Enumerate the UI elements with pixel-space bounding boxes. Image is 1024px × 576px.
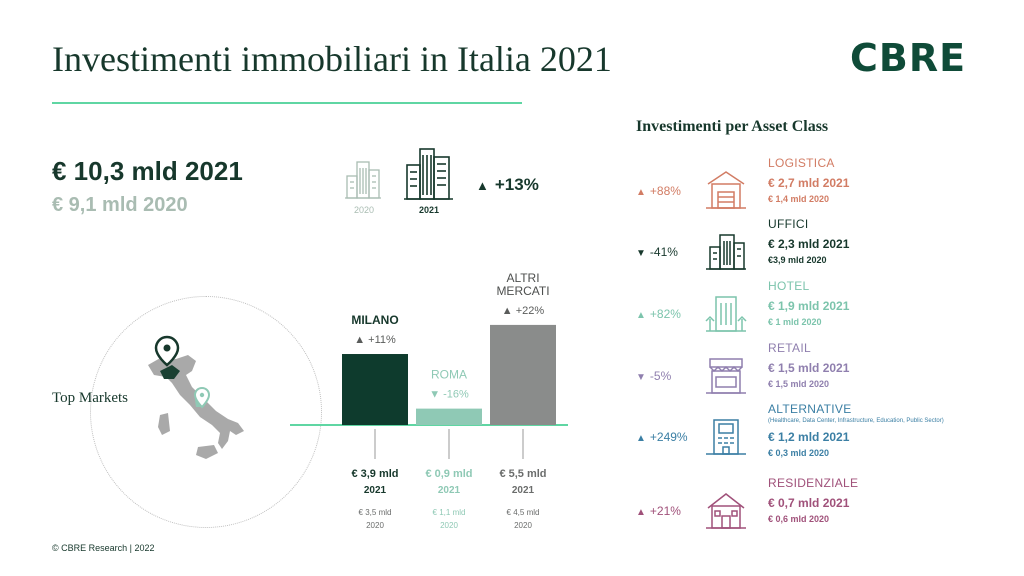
change-triangle-icon: ▼ — [636, 248, 646, 259]
asset-value-2021: € 1,9 mld 2021 — [768, 299, 850, 313]
bar-year-2020: 2020 — [514, 521, 532, 530]
asset-row-residenziale: ▲ +21% RESIDENZIALE € 0,7 mld 2021 € 0,6 … — [636, 476, 1016, 538]
asset-change: ▲ +88% — [636, 184, 681, 198]
asset-value-2021: € 1,5 mld 2021 — [768, 361, 850, 375]
asset-change: ▲ +82% — [636, 307, 681, 321]
asset-value-2020: €3,9 mld 2020 — [768, 255, 827, 265]
asset-name: RESIDENZIALE — [768, 476, 859, 490]
bar-change-label: ▼ -16% — [429, 389, 469, 401]
bar-value-2021: € 0,9 mld — [425, 468, 472, 480]
asset-name: UFFICI — [768, 217, 809, 231]
growth-value: +13% — [494, 175, 539, 194]
data-center-icon — [706, 419, 746, 455]
change-triangle-icon: ▲ — [636, 187, 646, 198]
change-triangle-icon: ▲ — [636, 507, 646, 518]
bar-category-label: ALTRI — [506, 271, 539, 285]
bar-change-label: ▲ +11% — [354, 334, 396, 346]
bar-year-2020: 2020 — [366, 521, 384, 530]
asset-change: ▼ -5% — [636, 369, 672, 383]
brand-logo: CBRE — [850, 36, 967, 80]
asset-name: HOTEL — [768, 279, 810, 293]
bar-year-2020: 2020 — [440, 521, 458, 530]
sardinia-shape — [158, 413, 170, 435]
sicily-shape — [196, 445, 218, 459]
buildings-2021-icon — [404, 148, 453, 200]
asset-value-2020: € 1 mld 2020 — [768, 317, 822, 327]
bar-roma — [416, 408, 482, 425]
office-building-icon — [706, 234, 746, 270]
house-icon — [706, 493, 746, 529]
asset-change: ▼ -41% — [636, 245, 678, 259]
bar-year-2021: 2021 — [438, 485, 461, 496]
bar-category-label: MERCATI — [496, 284, 549, 298]
asset-row-retail: ▼ -5% RETAIL € 1,5 mld 2021 € 1,5 mld 202… — [636, 341, 1016, 403]
bar-milano — [342, 354, 408, 425]
asset-value-2021: € 0,7 mld 2021 — [768, 496, 850, 510]
year-2021-label: 2021 — [419, 205, 440, 215]
top-markets-bar-chart: MILANO ▲ +11% € 3,9 mld 2021 € 3,5 mld 2020 RO… — [290, 271, 568, 530]
bar-year-2021: 2021 — [512, 485, 535, 496]
asset-value-2020: € 1,5 mld 2020 — [768, 379, 830, 389]
milano-region — [160, 365, 180, 379]
change-triangle-icon: ▲ — [636, 433, 646, 444]
asset-value-2020: € 1,4 mld 2020 — [768, 194, 830, 204]
up-triangle-icon: ▲ — [476, 178, 489, 193]
asset-name: ALTERNATIVE — [768, 402, 852, 416]
bar-value-2020: € 4,5 mld — [507, 508, 540, 517]
bar-category-label: MILANO — [351, 313, 398, 327]
bar-change-label: ▲ +22% — [502, 305, 545, 317]
shop-icon — [706, 358, 746, 394]
asset-row-logistica: ▲ +88% LOGISTICA € 2,7 mld 2021 € 1,4 mld… — [636, 156, 1016, 218]
title-underline — [52, 102, 522, 104]
change-triangle-icon: ▲ — [636, 310, 646, 321]
asset-row-hotel: ▲ +82% HOTEL € 1,9 mld 2021 € 1 mld 2020 — [636, 279, 1016, 341]
warehouse-icon — [706, 171, 746, 209]
asset-row-alternative: ▲ +249% ALTERNATIVE (Healthcare, Data Cen… — [636, 402, 1016, 464]
italy-map — [148, 335, 244, 459]
bar-value-2021: € 3,9 mld — [351, 468, 398, 480]
bar-value-2020: € 1,1 mld — [433, 508, 466, 517]
asset-subtitle: (Healthcare, Data Center, Infrastructure… — [768, 418, 944, 424]
asset-value-2021: € 1,2 mld 2021 — [768, 430, 850, 444]
hotel-icon — [705, 296, 747, 332]
page-title: Investimenti immobiliari in Italia 2021 — [52, 39, 612, 79]
total-growth: ▲ +13% — [476, 175, 539, 195]
asset-value-2020: € 0,3 mld 2020 — [768, 448, 830, 458]
asset-name: LOGISTICA — [768, 156, 835, 170]
asset-name: RETAIL — [768, 341, 811, 355]
bar-year-2021: 2021 — [364, 485, 387, 496]
year-2020-label: 2020 — [354, 205, 375, 215]
asset-change: ▲ +21% — [636, 504, 681, 518]
total-2020: € 9,1 mld 2020 — [52, 194, 188, 216]
buildings-2020-icon — [345, 161, 381, 199]
change-triangle-icon: ▼ — [636, 372, 646, 383]
asset-value-2021: € 2,3 mld 2021 — [768, 237, 850, 251]
milano-pin-icon — [154, 335, 180, 367]
bar-value-2021: € 5,5 mld — [499, 468, 546, 480]
bar-category-label: ROMA — [431, 368, 467, 382]
top-markets-label: Top Markets — [52, 390, 129, 406]
asset-class-title: Investimenti per Asset Class — [636, 118, 829, 135]
asset-value-2020: € 0,6 mld 2020 — [768, 514, 830, 524]
bar-altri-mercati — [490, 324, 556, 425]
asset-change: ▲ +249% — [636, 430, 688, 444]
footer-credit: © CBRE Research | 2022 — [52, 543, 155, 553]
roma-pin-icon — [193, 386, 211, 409]
asset-row-uffici: ▼ -41% UFFICI € 2,3 mld 2021 €3,9 mld 202… — [636, 217, 1016, 279]
total-2021: € 10,3 mld 2021 — [52, 156, 243, 186]
bar-value-2020: € 3,5 mld — [359, 508, 392, 517]
map-circle — [90, 296, 322, 528]
asset-value-2021: € 2,7 mld 2021 — [768, 176, 850, 190]
